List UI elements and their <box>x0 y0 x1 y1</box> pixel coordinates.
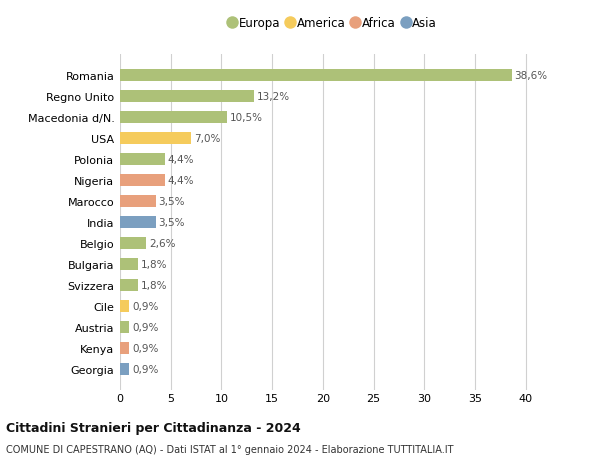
Text: 0,9%: 0,9% <box>132 302 158 311</box>
Bar <box>120 280 138 291</box>
Bar <box>120 217 155 229</box>
Text: 4,4%: 4,4% <box>167 155 194 165</box>
Text: 13,2%: 13,2% <box>257 92 290 102</box>
Text: 3,5%: 3,5% <box>158 218 185 228</box>
Text: 10,5%: 10,5% <box>230 113 263 123</box>
Bar <box>120 364 129 375</box>
Bar <box>120 112 227 123</box>
Text: 1,8%: 1,8% <box>142 280 168 291</box>
Text: 4,4%: 4,4% <box>167 176 194 186</box>
Bar <box>120 133 191 145</box>
Bar <box>120 196 155 207</box>
Bar <box>120 322 129 333</box>
Bar <box>120 154 164 166</box>
Text: COMUNE DI CAPESTRANO (AQ) - Dati ISTAT al 1° gennaio 2024 - Elaborazione TUTTITA: COMUNE DI CAPESTRANO (AQ) - Dati ISTAT a… <box>6 444 454 454</box>
Text: 7,0%: 7,0% <box>194 134 220 144</box>
Text: 0,9%: 0,9% <box>132 322 158 332</box>
Text: 1,8%: 1,8% <box>142 259 168 269</box>
Bar <box>120 259 138 270</box>
Text: 2,6%: 2,6% <box>149 239 176 248</box>
Text: 38,6%: 38,6% <box>515 71 548 81</box>
Text: 3,5%: 3,5% <box>158 197 185 207</box>
Bar <box>120 91 254 103</box>
Bar <box>120 175 164 186</box>
Text: 0,9%: 0,9% <box>132 343 158 353</box>
Bar <box>120 70 512 82</box>
Text: Cittadini Stranieri per Cittadinanza - 2024: Cittadini Stranieri per Cittadinanza - 2… <box>6 421 301 434</box>
Bar <box>120 238 146 249</box>
Text: 0,9%: 0,9% <box>132 364 158 374</box>
Bar <box>120 342 129 354</box>
Bar <box>120 301 129 312</box>
Legend: Europa, America, Africa, Asia: Europa, America, Africa, Asia <box>229 17 437 30</box>
